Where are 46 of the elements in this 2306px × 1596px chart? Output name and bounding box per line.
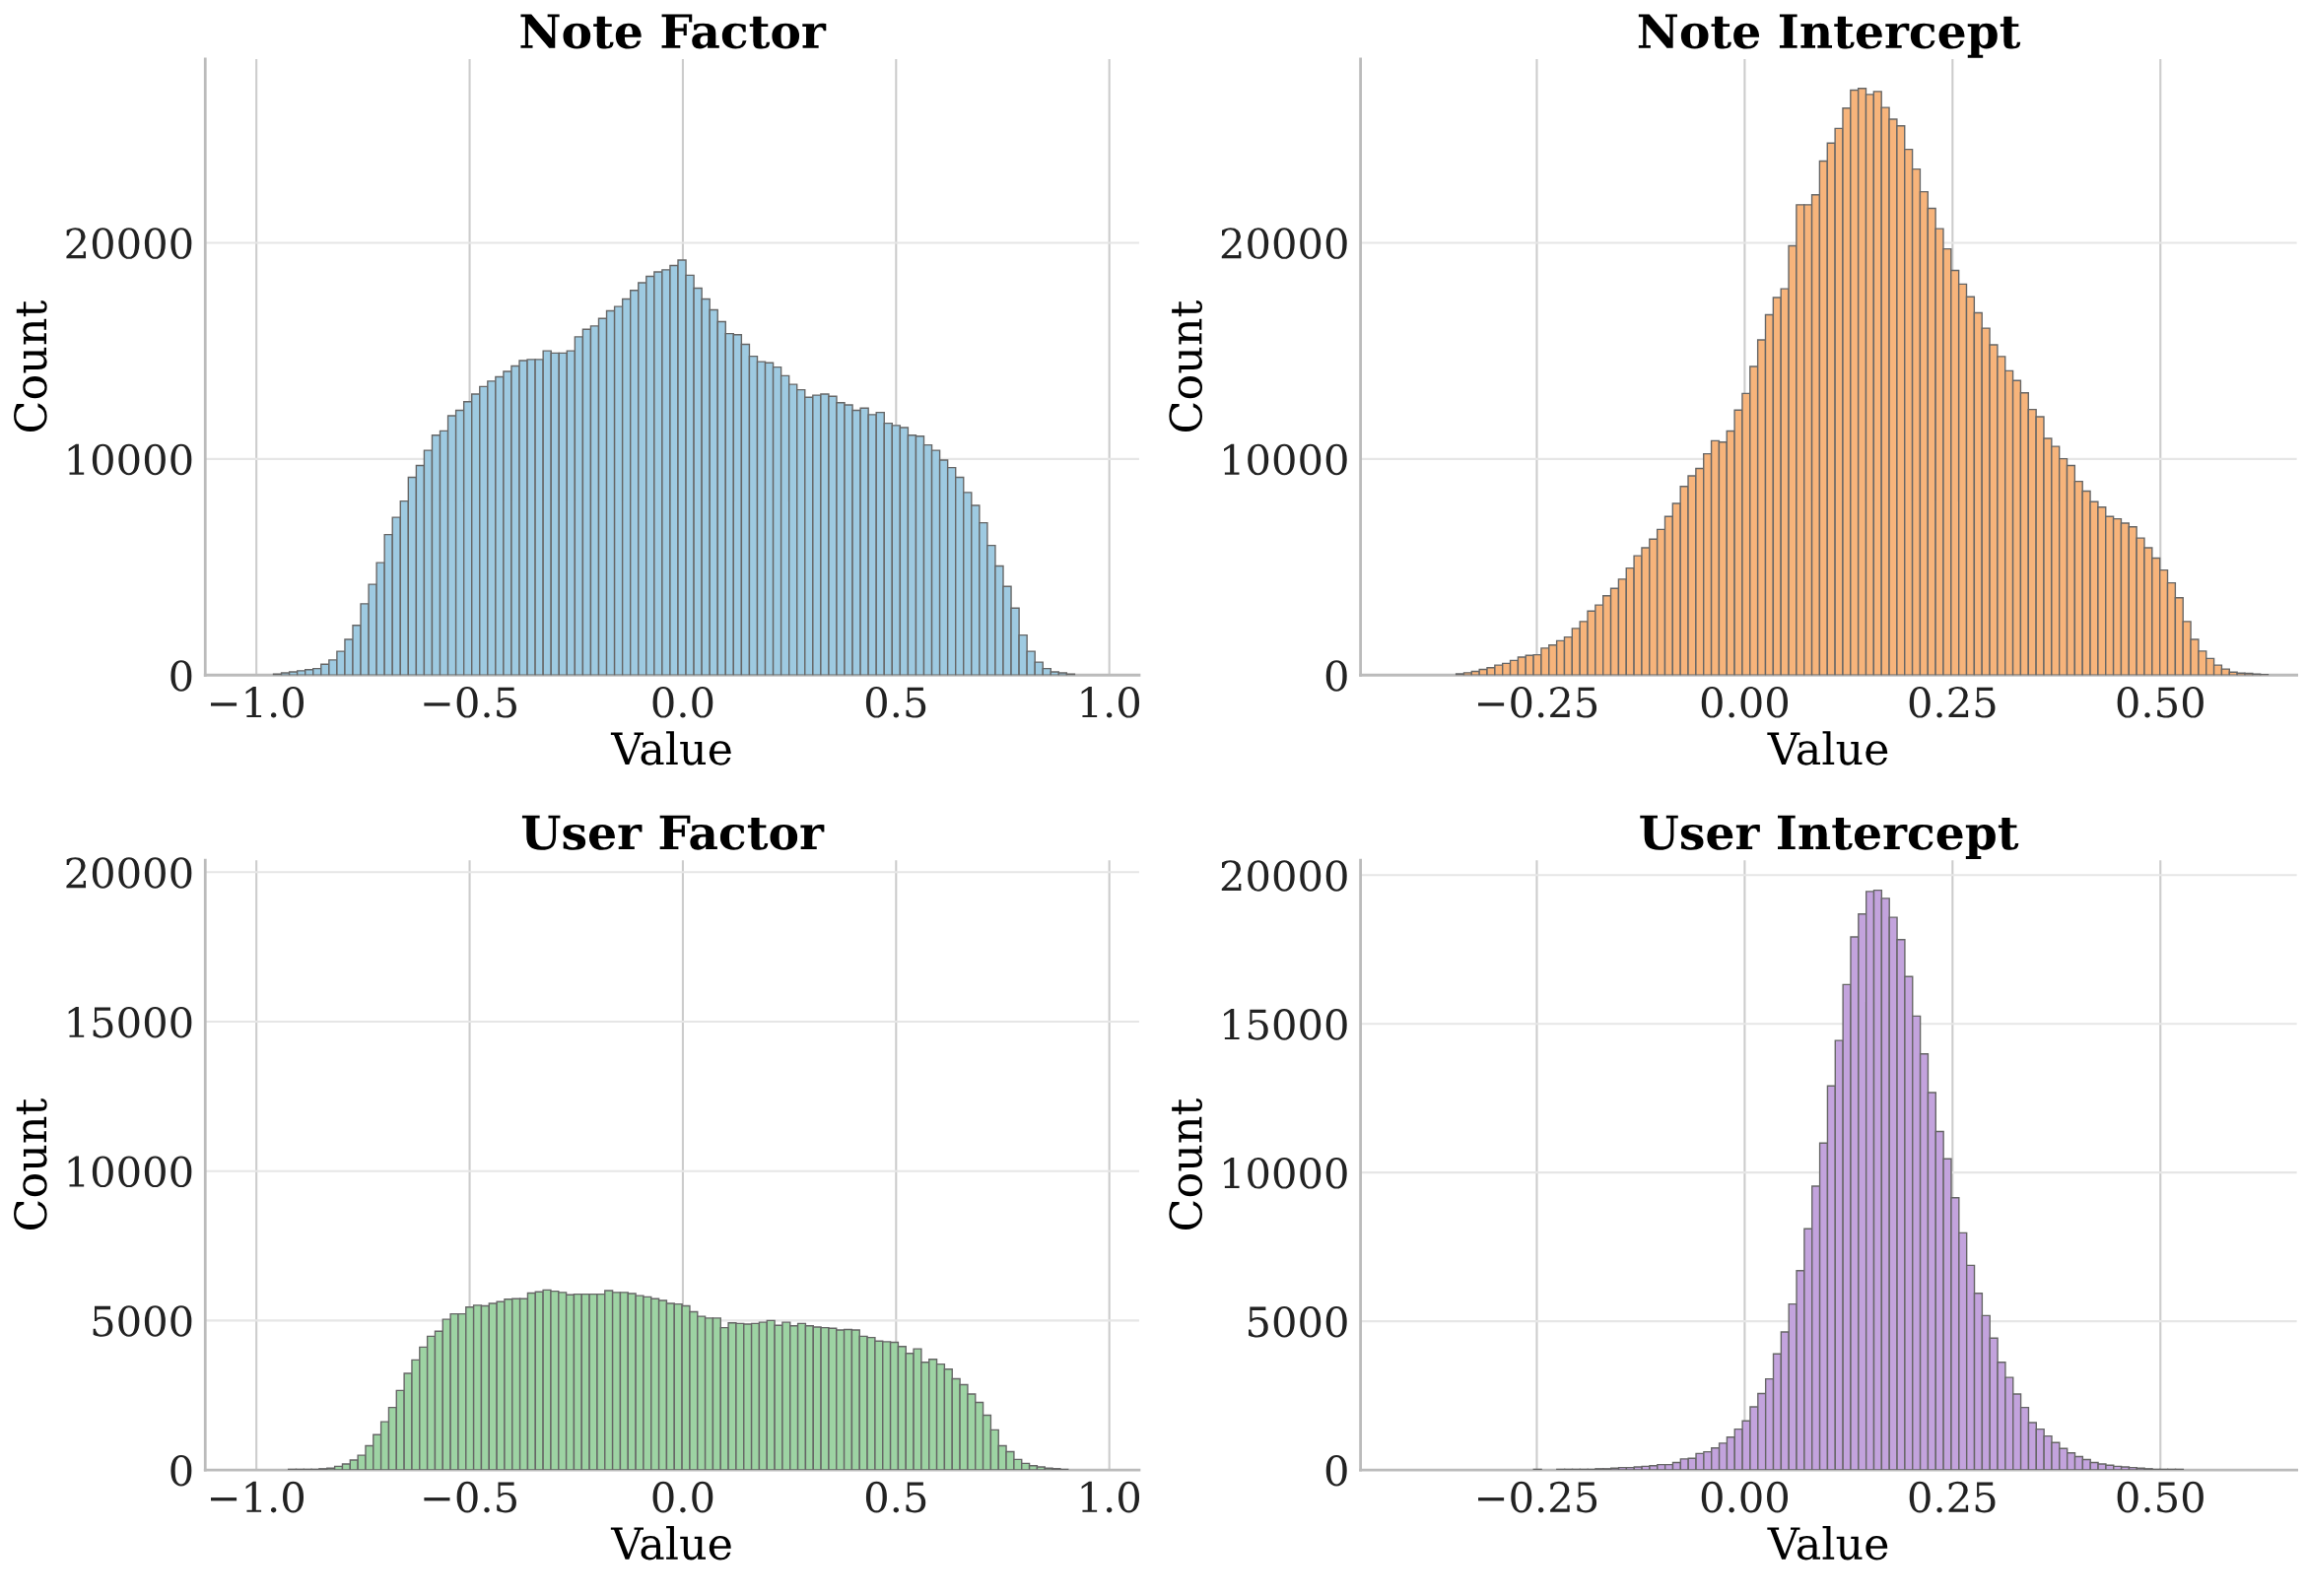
- x-tick-label: 0.00: [1701, 1481, 1789, 1513]
- y-tick-label: 0: [1325, 1454, 1347, 1487]
- x-tick-label: 1.0: [1081, 1481, 1140, 1513]
- x-tick-label: 0.0: [652, 1481, 713, 1513]
- y-tick-label: 20000: [66, 228, 192, 259]
- y-axis-title: Count: [1169, 300, 1202, 432]
- y-tick-label: 0: [170, 660, 192, 692]
- x-tick-label: −0.25: [1478, 687, 1597, 718]
- chart-title: User Factor: [521, 815, 825, 850]
- x-tick-label: −1.0: [211, 1481, 305, 1513]
- y-tick-label: 15000: [1224, 1009, 1347, 1040]
- y-axis-title: Count: [14, 300, 47, 432]
- y-tick-label: 10000: [1224, 443, 1347, 476]
- x-tick-label: 1.0: [1081, 687, 1140, 718]
- x-axis-title: Value: [610, 1526, 731, 1561]
- x-tick-label: −0.5: [424, 1481, 516, 1513]
- y-tick-label: 0: [1325, 660, 1347, 692]
- x-tick-label: 0.5: [865, 1481, 926, 1513]
- y-axis-title: Count: [1169, 1098, 1202, 1230]
- y-tick-label: 10000: [68, 443, 192, 476]
- x-tick-label: 0.25: [1909, 1481, 1996, 1513]
- x-tick-label: 0.0: [652, 687, 713, 718]
- y-tick-label: 20000: [1221, 228, 1347, 259]
- x-axis-title: Value: [1767, 1526, 1888, 1561]
- chart-title: User Intercept: [1640, 815, 2019, 859]
- x-tick-label: −0.25: [1478, 1481, 1597, 1513]
- y-tick-label: 5000: [1248, 1305, 1347, 1338]
- y-tick-label: 20000: [1221, 860, 1347, 892]
- y-tick-label: 5000: [93, 1305, 192, 1337]
- chart-title: Note Intercept: [1638, 14, 2021, 58]
- chart-title: Note Factor: [520, 14, 827, 49]
- y-tick-label: 20000: [66, 857, 192, 889]
- x-axis-title: Value: [1767, 731, 1888, 765]
- x-tick-label: −0.5: [424, 687, 516, 718]
- x-axis-title: Value: [610, 731, 731, 765]
- x-tick-label: 0.25: [1909, 687, 1996, 718]
- x-tick-label: 0.5: [865, 687, 926, 718]
- y-tick-label: 10000: [68, 1156, 192, 1188]
- x-tick-label: 0.50: [2117, 687, 2204, 718]
- x-tick-label: 0.00: [1701, 687, 1789, 718]
- x-tick-label: 0.50: [2117, 1481, 2204, 1513]
- y-tick-label: 10000: [1224, 1158, 1347, 1189]
- y-tick-label: 0: [170, 1454, 192, 1487]
- y-axis-title: Count: [14, 1098, 47, 1230]
- y-tick-label: 15000: [68, 1006, 192, 1038]
- x-tick-label: −1.0: [211, 687, 305, 718]
